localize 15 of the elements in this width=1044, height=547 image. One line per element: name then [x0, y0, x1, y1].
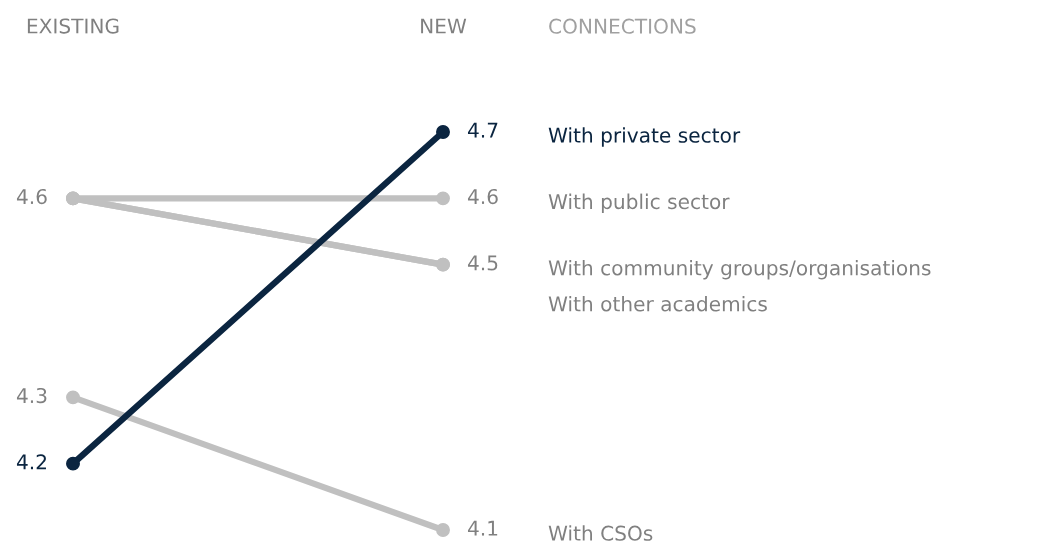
- text: CONNECTIONS: [549, 18, 696, 34]
- data-label: 4.3: [16, 387, 47, 404]
- text: With CSOs: [548, 525, 653, 541]
- data-label: 4.1: [467, 520, 498, 536]
- data-label: 4.2: [16, 454, 46, 470]
- x-tick-label: NEW: [421, 18, 467, 34]
- text: With private sector: [548, 127, 741, 147]
- data-label: 4.6: [467, 188, 498, 205]
- data-label: 4.6: [16, 188, 47, 205]
- text: With other academics: [548, 295, 767, 312]
- data-label: 4.7: [467, 122, 498, 138]
- x-tick-label: EXISTING: [27, 18, 119, 34]
- text: With community groups/organisations: [548, 259, 931, 280]
- data-label: 4.5: [467, 255, 498, 271]
- text: With public sector: [548, 193, 730, 214]
